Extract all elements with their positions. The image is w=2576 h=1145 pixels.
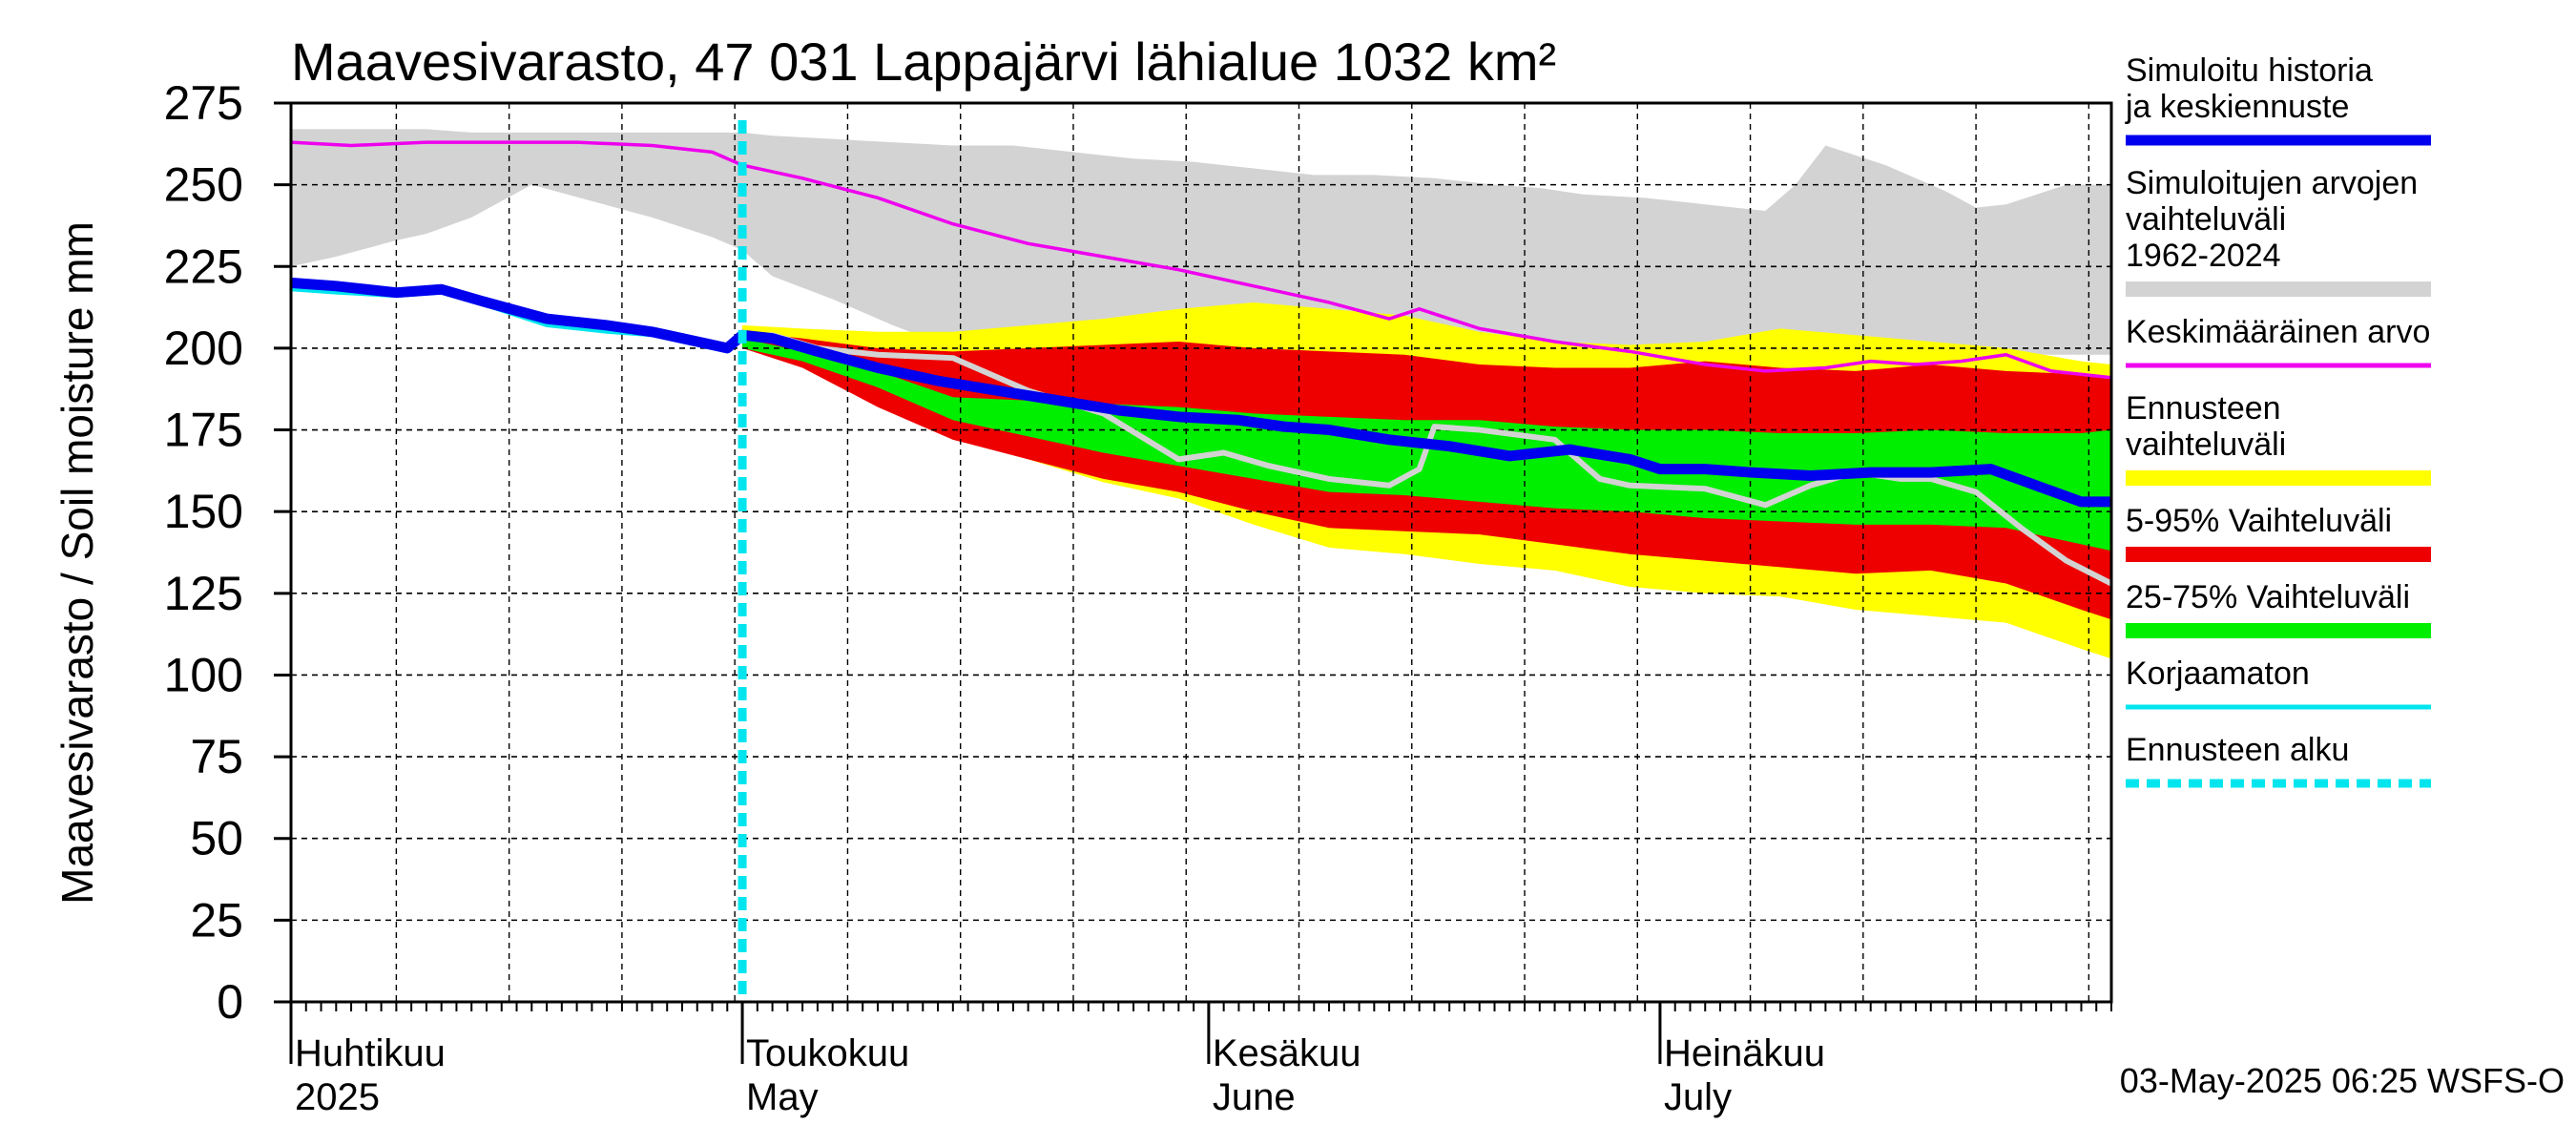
footer-timestamp: 03-May-2025 06:25 WSFS-O (2120, 1061, 2565, 1100)
legend-label-2: Keskimääräinen arvo (2126, 314, 2430, 350)
y-tick-label: 200 (164, 322, 243, 375)
legend-label-0: Simuloitu historia ja keskiennuste (2125, 52, 2373, 125)
y-tick-label: 0 (217, 975, 243, 1029)
legend-label-5: 25-75% Vaihteluväli (2126, 579, 2410, 615)
plot-frame (289, 101, 2113, 1004)
month-label-fi: Kesäkuu (1213, 1032, 1361, 1074)
y-tick-label: 75 (190, 730, 243, 783)
legend: Simuloitu historia ja keskiennusteSimuloi… (2125, 52, 2431, 788)
legend-label-line: vaihteluväli (2126, 201, 2286, 238)
legend-label-line: Simuloitujen arvojen (2126, 165, 2418, 201)
y-tick-label: 150 (164, 485, 243, 538)
month-label-en: 2025 (295, 1076, 380, 1118)
legend-label-line: Korjaamaton (2126, 656, 2310, 692)
y-tick-label: 25 (190, 893, 243, 947)
legend-label-4: 5-95% Vaihteluväli (2126, 503, 2392, 539)
plot-axes: 0 25 50 75 100 125 150 175 200 225 250 275 Huhtikuu2… (164, 76, 2113, 1118)
simulated-line (290, 277, 2111, 508)
y-tick-label: 100 (164, 648, 243, 701)
month-label-fi: Heinäkuu (1664, 1032, 1825, 1074)
legend-label-6: Korjaamaton (2126, 656, 2310, 692)
y-tick-label: 250 (164, 158, 243, 212)
legend-label-line: Keskimääräinen arvo (2126, 314, 2430, 350)
chart-title: Maavesivarasto, 47 031 Lappajärvi lähial… (291, 31, 1556, 92)
legend-label-line: Ennusteen alku (2126, 732, 2349, 768)
plot-grid (291, 103, 2111, 1002)
legend-label-7: Ennusteen alku (2126, 732, 2349, 768)
legend-label-line: Simuloitu historia (2126, 52, 2373, 89)
legend-label-1: Simuloitujen arvojen vaihteluväli 1962-202… (2126, 165, 2418, 274)
month-label-en: May (746, 1076, 819, 1118)
month-label-en: July (1664, 1076, 1732, 1118)
y-axis-label: Maavesivarasto / Soil moisture mm (52, 221, 102, 905)
legend-label-line: 25-75% Vaihteluväli (2126, 579, 2410, 615)
legend-label-line: Ennusteen (2126, 390, 2281, 427)
legend-label-line: 1962-2024 (2126, 238, 2281, 274)
y-tick-label: 125 (164, 567, 243, 620)
legend-label-line: ja keskiennuste (2125, 89, 2349, 125)
legend-label-line: vaihteluväli (2126, 427, 2286, 463)
legend-label-line: 5-95% Vaihteluväli (2126, 503, 2392, 539)
y-tick-label: 225 (164, 239, 243, 293)
mean-line (290, 140, 2112, 380)
month-label-en: June (1213, 1076, 1296, 1118)
plot-bands (291, 129, 2111, 659)
month-label-fi: Toukokuu (746, 1032, 909, 1074)
legend-label-3: Ennusteen vaihteluväli (2126, 390, 2286, 463)
y-tick-label: 175 (164, 404, 243, 457)
y-tick-label: 50 (190, 812, 243, 865)
plot-lines (290, 120, 2113, 1002)
scenario-line (741, 332, 2113, 587)
month-label-fi: Huhtikuu (295, 1032, 446, 1074)
y-tick-label: 275 (164, 76, 243, 130)
